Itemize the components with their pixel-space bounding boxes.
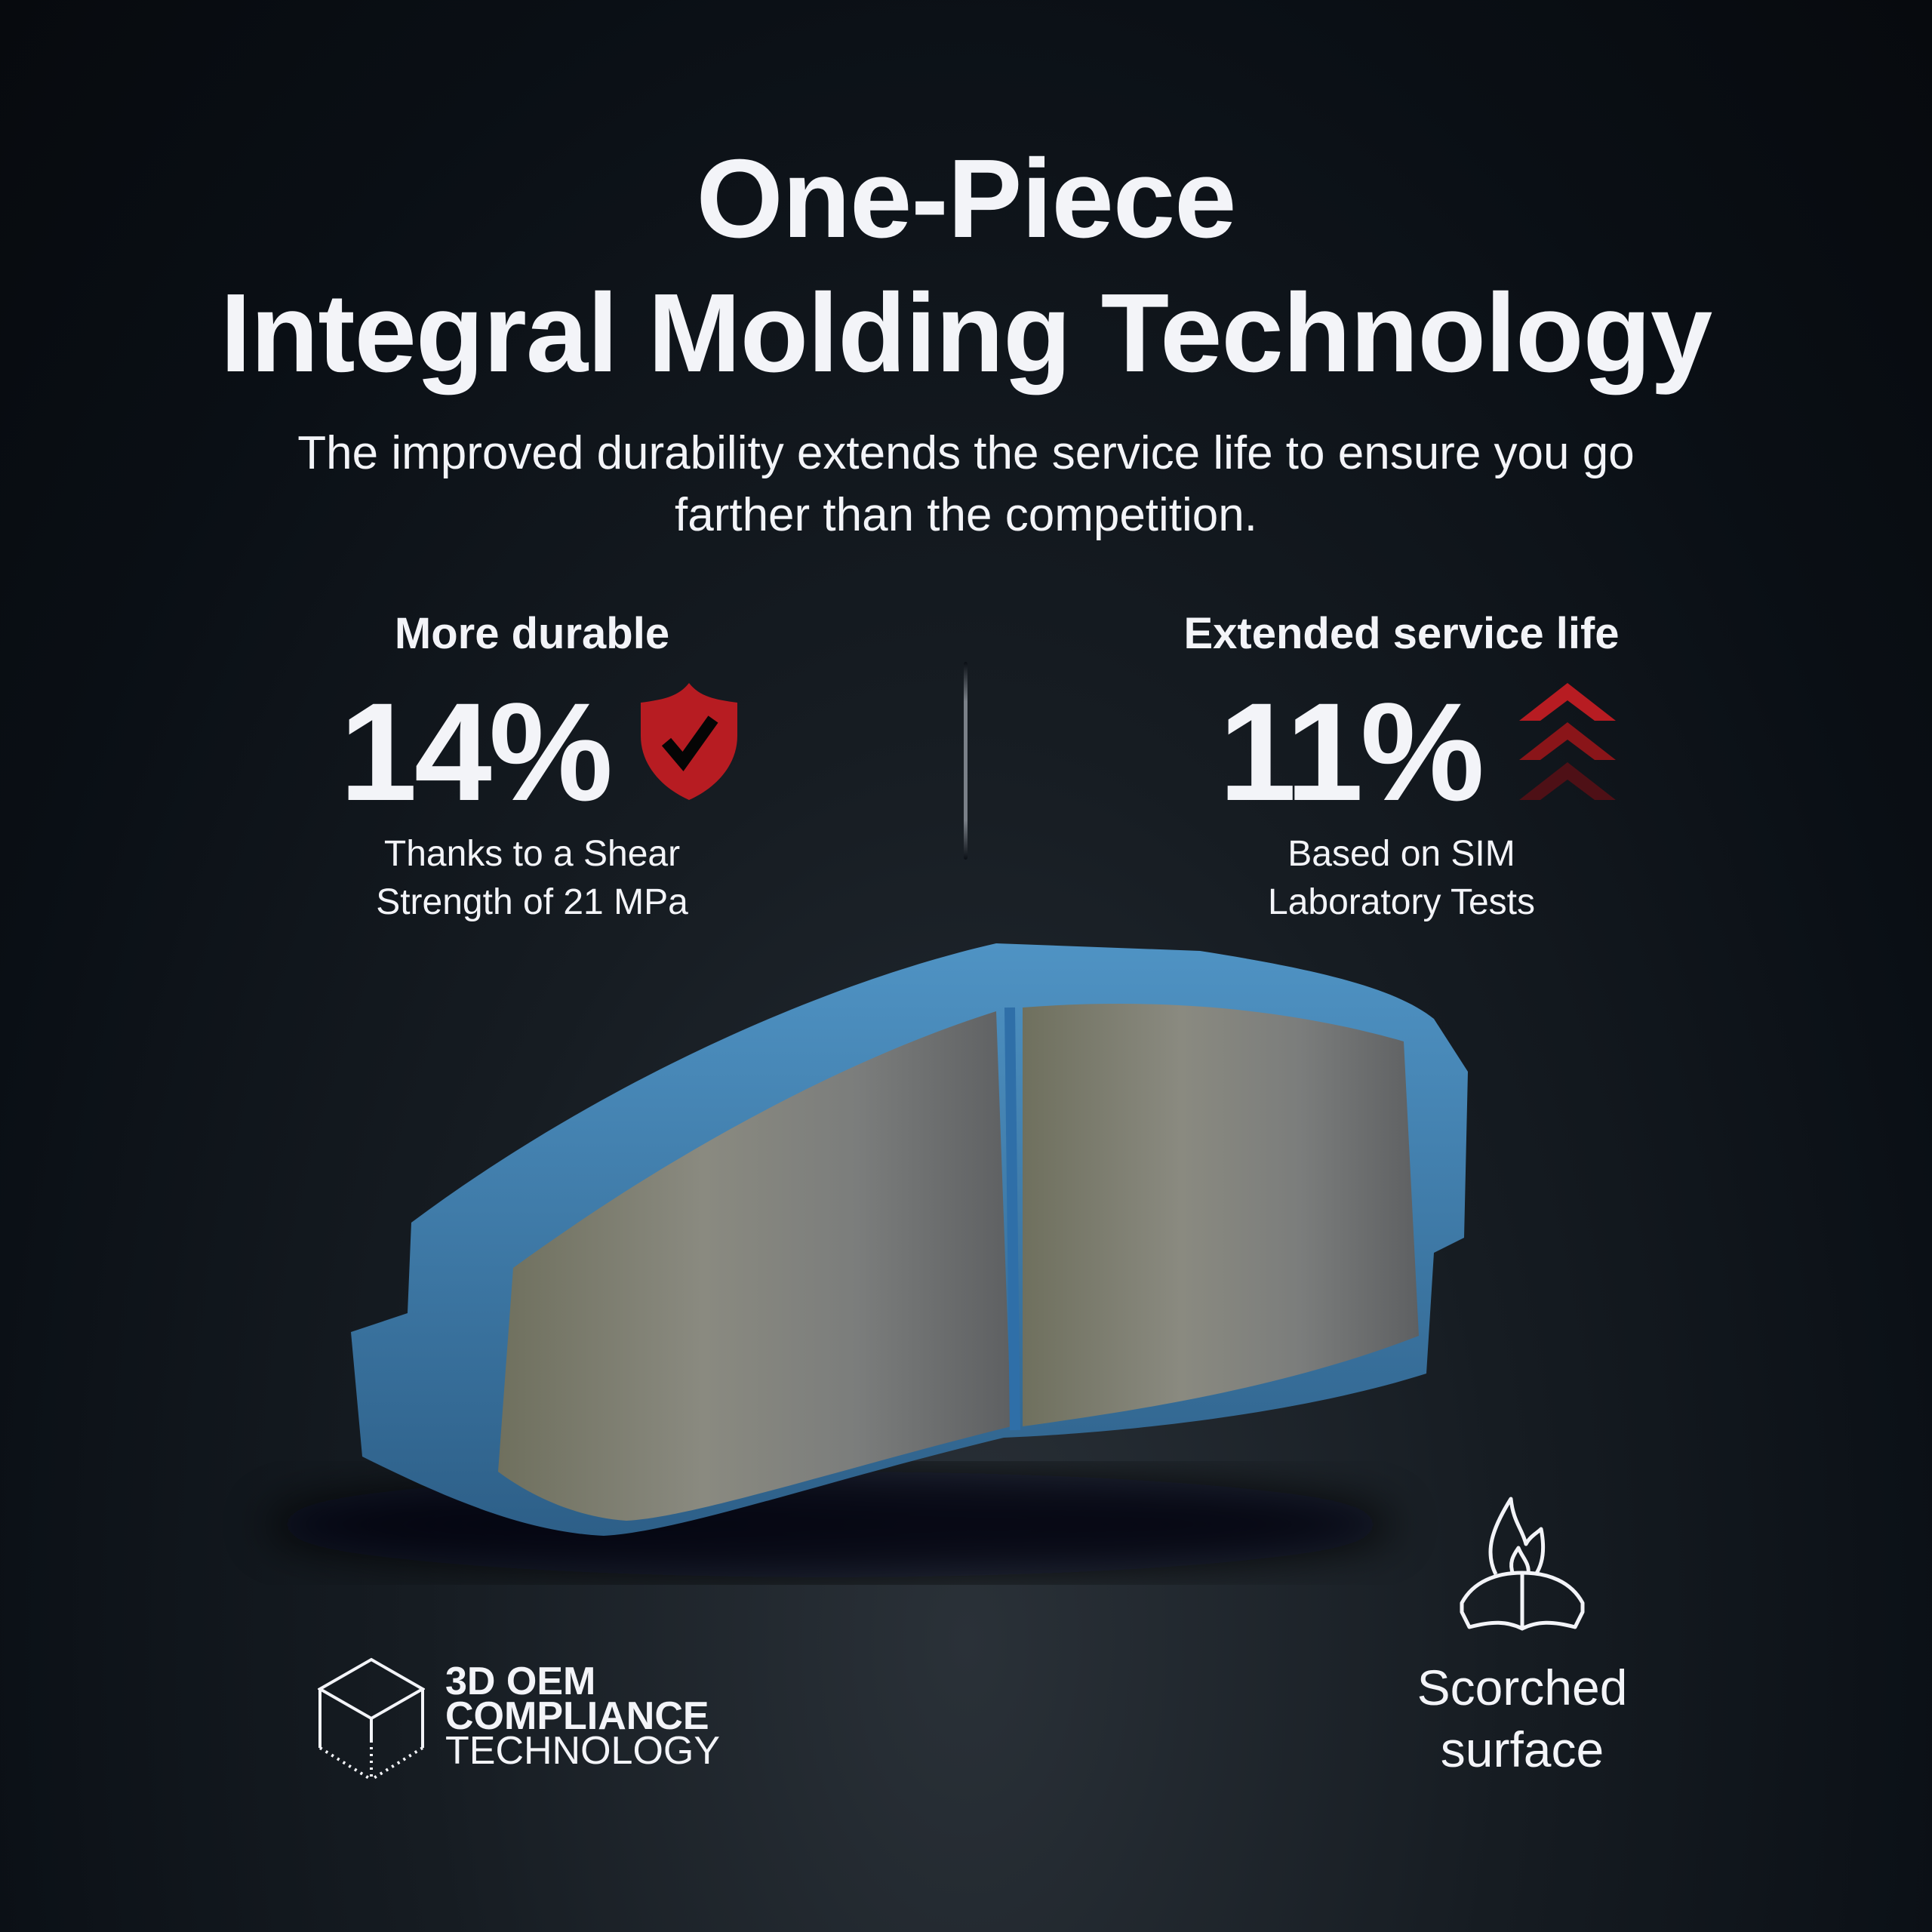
feature-scorched-surface: Scorched surface: [1296, 1657, 1749, 1780]
feature-line-2: COMPLIANCE: [445, 1694, 709, 1738]
brake-pad-image: [264, 943, 1468, 1577]
title-line-1: One-Piece: [696, 137, 1237, 261]
subtitle: The improved durability extends the serv…: [0, 423, 1932, 546]
3d-cube-icon: [318, 1657, 425, 1781]
feature-line-3: TECHNOLOGY: [445, 1729, 721, 1773]
feature-3d-oem: 3D OEM COMPLIANCE TECHNOLOGY: [445, 1660, 721, 1773]
caption-line-2: Laboratory Tests: [1268, 882, 1535, 922]
flame-brake-pad-icon: [1460, 1497, 1585, 1631]
subtitle-line-1: The improved durability extends the serv…: [297, 427, 1635, 479]
caption-line-1: Thanks to a Shear: [383, 834, 681, 874]
triple-chevron-up-icon: [1519, 683, 1616, 800]
feature-line-1: 3D OEM: [445, 1660, 596, 1703]
caption-line-1: Based on SIM: [1287, 834, 1515, 874]
feature-line-1: Scorched: [1417, 1660, 1628, 1715]
stat-caption-durable: Thanks to a Shear Strength of 21 MPa: [192, 830, 872, 927]
stat-caption-service-life: Based on SIM Laboratory Tests: [1062, 830, 1741, 927]
caption-line-2: Strength of 21 MPa: [376, 882, 688, 922]
stat-value-durable: 14%: [340, 675, 613, 830]
title-line-2: Integral Molding Technology: [220, 271, 1712, 395]
stat-divider: [964, 662, 968, 860]
subtitle-line-2: farther than the competition.: [674, 489, 1257, 541]
stat-value-service-life: 11%: [1219, 675, 1484, 830]
shield-check-icon: [641, 683, 737, 800]
feature-line-2: surface: [1440, 1721, 1604, 1777]
stat-heading-service-life: Extended service life: [1183, 609, 1620, 658]
stat-heading-durable: More durable: [394, 609, 670, 658]
